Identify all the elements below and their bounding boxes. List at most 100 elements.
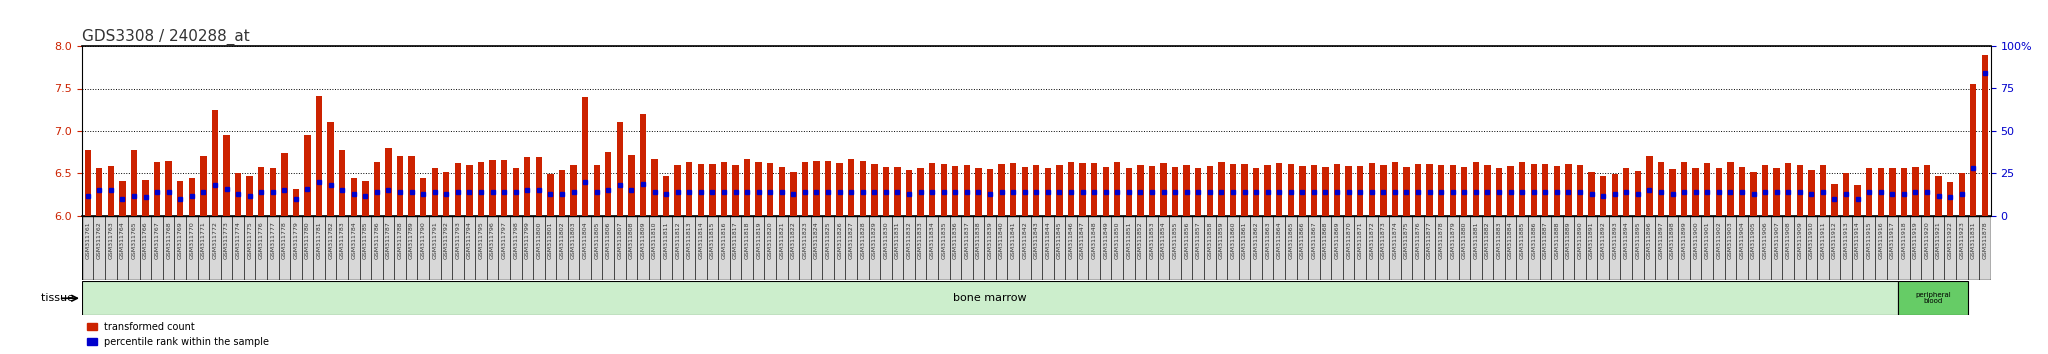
Text: GSM311895: GSM311895: [1636, 221, 1640, 259]
Bar: [418, 216, 428, 280]
Text: GSM311860: GSM311860: [1231, 221, 1235, 258]
Text: GSM311842: GSM311842: [1022, 221, 1028, 259]
Text: GSM311848: GSM311848: [1092, 221, 1096, 259]
Text: GSM311843: GSM311843: [1034, 221, 1038, 259]
Text: GSM311778: GSM311778: [283, 221, 287, 259]
Text: GSM311779: GSM311779: [293, 221, 299, 259]
Bar: [201, 156, 207, 216]
Text: GSM311889: GSM311889: [1567, 221, 1571, 259]
Bar: [1042, 216, 1053, 280]
Bar: [580, 216, 592, 280]
Bar: [985, 216, 995, 280]
Bar: [1079, 163, 1085, 216]
Bar: [965, 165, 971, 216]
Bar: [221, 216, 231, 280]
Bar: [1921, 216, 1933, 280]
Bar: [1831, 184, 1837, 216]
Text: GSM311802: GSM311802: [559, 221, 565, 259]
Text: GSM311878: GSM311878: [1982, 221, 1987, 259]
Bar: [1249, 216, 1262, 280]
Bar: [1288, 164, 1294, 216]
Text: GSM311923: GSM311923: [1960, 221, 1964, 259]
Text: GSM311803: GSM311803: [571, 221, 575, 259]
Bar: [1264, 165, 1272, 216]
Bar: [463, 216, 475, 280]
Bar: [1851, 216, 1864, 280]
Text: GSM311794: GSM311794: [467, 221, 471, 259]
Text: GSM311910: GSM311910: [1808, 221, 1815, 259]
Bar: [1821, 165, 1827, 216]
Bar: [256, 216, 266, 280]
Text: GSM311856: GSM311856: [1184, 221, 1190, 258]
Bar: [729, 216, 741, 280]
Bar: [848, 159, 854, 216]
Bar: [291, 216, 301, 280]
Bar: [174, 216, 186, 280]
Bar: [117, 216, 129, 280]
Bar: [1192, 216, 1204, 280]
Bar: [1747, 216, 1759, 280]
Bar: [1876, 216, 1886, 280]
Text: GSM311811: GSM311811: [664, 221, 668, 258]
Text: GSM311822: GSM311822: [791, 221, 797, 259]
Bar: [1346, 166, 1352, 216]
Bar: [1712, 216, 1724, 280]
Bar: [1311, 165, 1317, 216]
Bar: [1632, 216, 1645, 280]
Bar: [186, 216, 197, 280]
Bar: [860, 161, 866, 216]
Bar: [1612, 174, 1618, 216]
Bar: [686, 162, 692, 216]
Bar: [1657, 162, 1665, 216]
Text: GSM311787: GSM311787: [385, 221, 391, 259]
Text: GSM311919: GSM311919: [1913, 221, 1919, 259]
Bar: [778, 167, 784, 216]
Bar: [371, 216, 383, 280]
Bar: [1438, 165, 1444, 216]
Bar: [1126, 167, 1133, 216]
Text: GSM311883: GSM311883: [1497, 221, 1501, 259]
Bar: [293, 189, 299, 216]
Text: GSM311850: GSM311850: [1114, 221, 1120, 258]
Bar: [1333, 164, 1339, 216]
Bar: [1550, 216, 1563, 280]
Bar: [602, 216, 614, 280]
Text: GSM311797: GSM311797: [502, 221, 506, 259]
Bar: [1530, 164, 1536, 216]
Text: GSM311836: GSM311836: [952, 221, 958, 259]
Bar: [1624, 167, 1630, 216]
Bar: [1239, 216, 1249, 280]
Bar: [1343, 216, 1354, 280]
Text: GSM311812: GSM311812: [676, 221, 680, 259]
Text: GSM311917: GSM311917: [1890, 221, 1894, 259]
Bar: [236, 173, 242, 216]
Bar: [905, 170, 911, 216]
Bar: [408, 156, 416, 216]
Bar: [1229, 164, 1237, 216]
Bar: [1485, 165, 1491, 216]
Text: GSM311788: GSM311788: [397, 221, 403, 259]
Bar: [1274, 216, 1284, 280]
Bar: [1112, 216, 1122, 280]
Text: GSM311805: GSM311805: [594, 221, 600, 258]
Bar: [1808, 170, 1815, 216]
Text: GSM311857: GSM311857: [1196, 221, 1200, 259]
Text: GSM311824: GSM311824: [813, 221, 819, 259]
Bar: [684, 216, 694, 280]
Bar: [1087, 216, 1100, 280]
Bar: [1458, 216, 1470, 280]
Text: GSM311819: GSM311819: [756, 221, 762, 259]
Text: GSM311810: GSM311810: [651, 221, 657, 258]
Bar: [582, 97, 588, 216]
Text: GSM311902: GSM311902: [1716, 221, 1720, 259]
Text: GSM311861: GSM311861: [1241, 221, 1247, 258]
Bar: [1169, 216, 1182, 280]
Text: GSM311915: GSM311915: [1866, 221, 1872, 259]
Text: GSM311901: GSM311901: [1704, 221, 1710, 259]
Bar: [360, 216, 371, 280]
Text: GSM311818: GSM311818: [745, 221, 750, 258]
Text: GSM311770: GSM311770: [188, 221, 195, 259]
Text: GSM311873: GSM311873: [1380, 221, 1386, 259]
Bar: [1495, 167, 1501, 216]
Bar: [1806, 216, 1817, 280]
